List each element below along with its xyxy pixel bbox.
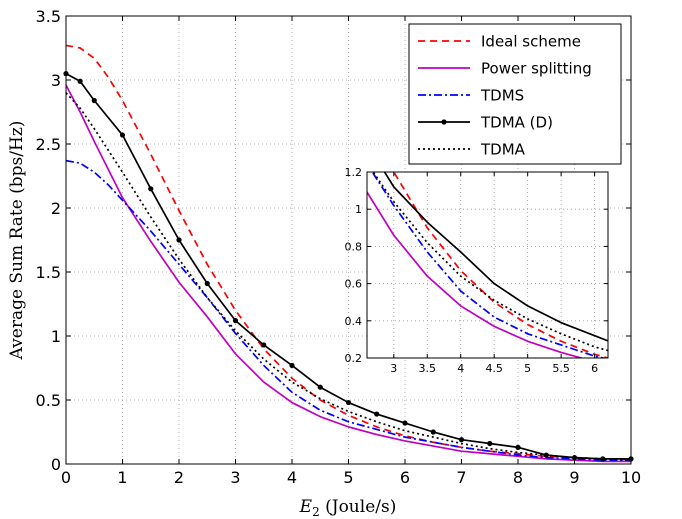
main-y-tick-label: 0: [51, 455, 61, 474]
main-series-point: [232, 318, 239, 324]
main-series-point: [430, 429, 436, 435]
legend-box: [408, 23, 622, 165]
main-series-point: [402, 420, 408, 426]
main-x-tick-label: 5: [343, 468, 353, 487]
legend-label: Power splitting: [481, 60, 592, 78]
main-y-tick-label: 1.5: [36, 263, 61, 282]
inset-ticks: 3 3.5 4 4.5 5 5.5 6 0.2 0.4 0.6 0.8 1 1.2: [345, 166, 608, 375]
inset-series-line-3: [383, 172, 608, 342]
inset-y-tick-label: 0.6: [345, 278, 363, 291]
main-ticks: 0 1 2 3 4 5 6 7 8 9 10 0 0.5 1 1.5 2 2.5 3 3.5: [36, 7, 642, 487]
inset-series-line-1: [367, 190, 585, 358]
main-series-point: [515, 444, 521, 450]
legend-label: TDMA: [480, 141, 526, 159]
main-series-point: [289, 362, 295, 369]
main-y-tick-label: 3: [51, 71, 61, 90]
inset-x-tick-label: 3: [390, 362, 397, 375]
main-series: [63, 44, 634, 463]
main-series-line-1: [65, 84, 631, 463]
main-x-tick-label: 8: [513, 468, 523, 487]
main-y-tick-label: 1: [51, 327, 61, 346]
main-series-point: [261, 342, 267, 348]
inset-x-tick-label: 4.5: [485, 362, 503, 375]
main-y-tick-label: 3.5: [36, 7, 61, 26]
main-x-tick-label: 7: [456, 468, 466, 487]
inset-y-tick-label: 1: [355, 203, 362, 216]
x-axis-label-sub: 2: [312, 505, 320, 519]
main-series-point: [317, 384, 323, 390]
inset-series: [367, 172, 608, 358]
legend-label: TDMS: [480, 87, 524, 105]
main-series-line-2: [65, 159, 631, 462]
main-x-tick-label: 6: [400, 468, 410, 487]
main-series-line-0: [65, 44, 632, 461]
inset-frame: [366, 171, 609, 359]
legend-swatch-marker: [441, 119, 447, 125]
main-series-point: [571, 455, 578, 461]
legend: Ideal scheme Power splitting TDMS TDMA (D) T…: [408, 23, 622, 165]
x-axis-label: E2 (Joule/s): [299, 497, 397, 519]
inset-y-tick-label: 0.8: [345, 240, 363, 253]
x-axis-label-var: E: [299, 497, 313, 517]
legend-label: TDMA (D): [480, 114, 553, 132]
main-x-tick-label: 9: [569, 468, 579, 487]
main-series-point: [204, 280, 210, 287]
inset-background: [367, 172, 608, 358]
inset-y-tick-label: 1.2: [345, 166, 363, 179]
main-series-point: [91, 97, 97, 104]
main-series-point: [119, 132, 126, 138]
inset-y-tick-label: 0.4: [345, 315, 363, 328]
main-x-tick-label: 3: [230, 468, 240, 487]
inset-x-tick-label: 3.5: [419, 362, 437, 375]
inset-x-tick-label: 5: [524, 362, 531, 375]
main-series-point: [345, 399, 352, 406]
inset-plot: 3 3.5 4 4.5 5 5.5 6 0.2 0.4 0.6 0.8 1 1.2: [345, 166, 609, 375]
main-x-tick-label: 0: [61, 468, 71, 487]
inset-x-tick-label: 6: [591, 362, 598, 375]
x-axis-label-unit: (Joule/s): [320, 497, 397, 517]
inset-x-tick-label: 5.5: [552, 362, 570, 375]
inset-x-tick-label: 4: [457, 362, 464, 375]
main-series-point: [148, 186, 154, 192]
main-x-tick-label: 10: [621, 468, 641, 487]
inset-grid: [367, 171, 608, 359]
main-series-point: [600, 456, 606, 462]
main-y-tick-label: 2: [51, 199, 61, 218]
main-series-point: [374, 411, 380, 417]
main-x-tick-label: 2: [174, 468, 184, 487]
main-series-point: [458, 437, 465, 443]
main-series-line-3: [65, 72, 631, 460]
main-series-point: [77, 78, 83, 84]
legend-label: Ideal scheme: [481, 33, 581, 51]
main-x-tick-label: 1: [117, 468, 127, 487]
main-x-tick-label: 4: [287, 468, 297, 487]
y-axis-label: Average Sum Rate (bps/Hz): [7, 121, 27, 361]
main-series-point: [487, 440, 493, 447]
main-series-point: [176, 237, 182, 243]
main-y-tick-label: 2.5: [36, 135, 61, 154]
main-series-line-4: [65, 92, 632, 462]
inset-y-tick-label: 0.2: [345, 352, 363, 365]
main-y-tick-label: 0.5: [36, 391, 61, 410]
